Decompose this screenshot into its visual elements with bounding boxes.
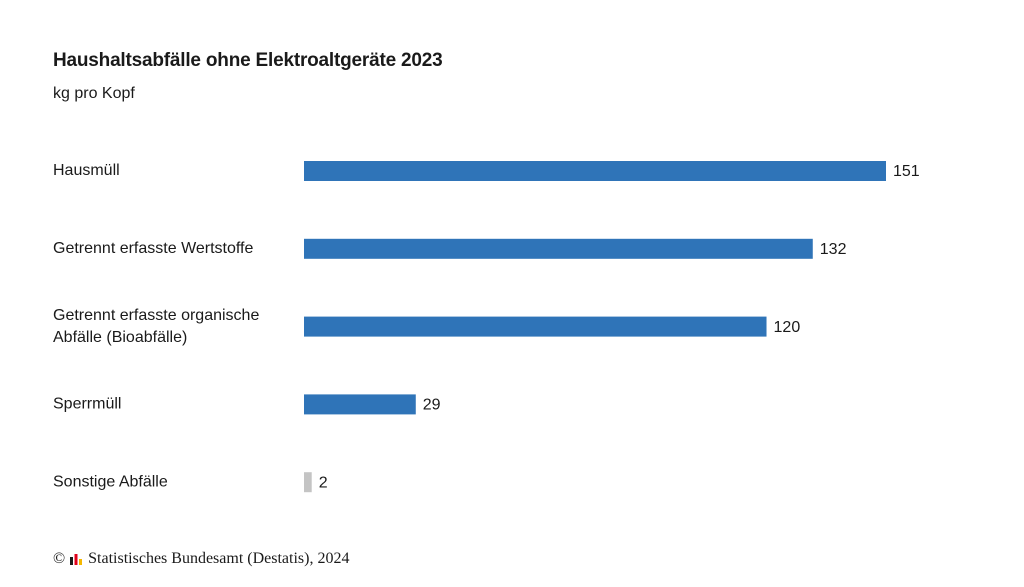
category-label-line: Sonstige Abfälle bbox=[53, 473, 168, 490]
source-text: Statistisches Bundesamt (Destatis), 2024 bbox=[88, 550, 350, 567]
value-label: 29 bbox=[423, 397, 441, 414]
category-label-line: Sperrmüll bbox=[53, 396, 121, 413]
category-label-line: Getrennt erfasste organische bbox=[53, 307, 259, 324]
category-label: Getrennt erfasste Wertstoffe bbox=[53, 240, 253, 257]
chart-title: Haushaltsabfälle ohne Elektroaltgeräte 2… bbox=[53, 50, 443, 71]
value-label: 132 bbox=[820, 241, 847, 258]
category-label-line: Hausmüll bbox=[53, 162, 120, 179]
bar bbox=[304, 394, 416, 415]
destatis-bar-logo-icon bbox=[70, 554, 83, 565]
value-label: 120 bbox=[774, 319, 801, 336]
bar bbox=[304, 316, 767, 337]
copyright-sign: © bbox=[53, 550, 66, 567]
category-label: Getrennt erfasste organische Abfälle (Bio… bbox=[53, 307, 259, 346]
bar bbox=[304, 472, 312, 493]
chart-subtitle: kg pro Kopf bbox=[53, 85, 135, 102]
bar bbox=[304, 161, 886, 181]
category-label-line: Getrennt erfasste Wertstoffe bbox=[53, 240, 253, 257]
value-label: 2 bbox=[319, 474, 328, 491]
category-label: Sperrmüll bbox=[53, 396, 121, 413]
category-label-line: Abfälle (Bioabfälle) bbox=[53, 329, 187, 346]
bar bbox=[304, 238, 813, 259]
footer-source: © Statistisches Bundesamt (Destatis), 20… bbox=[53, 550, 349, 568]
category-label: Sonstige Abfälle bbox=[53, 473, 168, 490]
category-label: Hausmüll bbox=[53, 162, 120, 179]
value-label: 151 bbox=[893, 163, 920, 180]
bar-chart: Hausmüll 151 Getrennt erfasste Wertstoffe 1… bbox=[53, 161, 920, 493]
